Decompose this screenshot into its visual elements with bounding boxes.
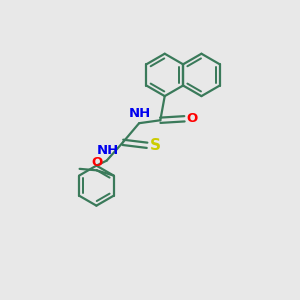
Text: O: O <box>187 112 198 125</box>
Text: NH: NH <box>97 144 119 157</box>
Text: O: O <box>91 155 102 169</box>
Text: S: S <box>149 138 161 153</box>
Text: NH: NH <box>129 107 151 120</box>
